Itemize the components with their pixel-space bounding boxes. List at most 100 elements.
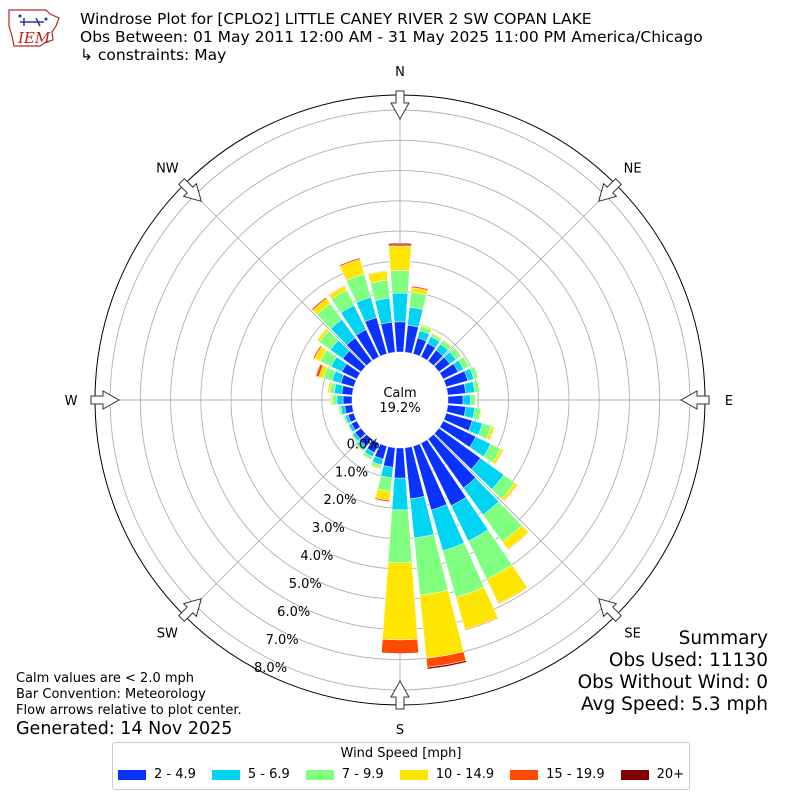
radial-tick-label: 1.0%	[335, 465, 368, 480]
flow-arrow-icon	[390, 679, 410, 710]
flow-arrow-shape	[390, 90, 410, 121]
wind-bar-segment	[391, 477, 409, 511]
compass-label-e: E	[725, 394, 733, 409]
wind-bar-segment	[391, 292, 409, 323]
flow-arrow-shape	[597, 177, 623, 203]
grid-spoke	[399, 184, 616, 401]
wind-bar-segment	[470, 394, 476, 406]
wind-bar-segment	[477, 379, 481, 393]
compass-label-s: S	[396, 723, 404, 738]
chart-period: Obs Between: 01 May 2011 12:00 AM - 31 M…	[80, 28, 703, 46]
wind-bar-segment	[328, 285, 346, 296]
wind-bar-segment	[382, 562, 418, 641]
legend-label: 2 - 4.9	[153, 767, 196, 782]
wind-bar-segment	[342, 415, 347, 425]
wind-bar-segment	[409, 291, 427, 310]
compass-label-se: SE	[624, 627, 640, 642]
legend-swatch	[620, 769, 649, 780]
wind-bar-segment	[332, 394, 338, 406]
legend-item: 10 - 14.9	[399, 767, 494, 782]
wind-bar-segment	[394, 447, 406, 479]
wind-bar-segment	[362, 454, 372, 461]
wind-bar-segment	[464, 617, 499, 631]
radial-tick-label: 6.0%	[277, 605, 310, 620]
wind-bar-segment	[387, 509, 413, 564]
flow-arrow-icon	[90, 390, 121, 410]
flow-arrow-icon	[390, 90, 410, 121]
bar-convention-note: Bar Convention: Meteorology	[16, 687, 206, 702]
wind-bar-segment	[478, 407, 483, 421]
legend-items: 2 - 4.9 5 - 6.9 7 - 9.9 10 - 14.9 15 - 19.9 2…	[113, 767, 689, 782]
wind-bar-segment	[377, 475, 393, 492]
wind-bar-segment	[431, 332, 443, 340]
grid-spoke	[399, 399, 616, 616]
flow-arrow-icon	[597, 177, 623, 203]
wind-bar-segment	[341, 385, 354, 396]
wind-bar-segment	[355, 444, 364, 453]
wind-bar-segment	[474, 394, 477, 406]
wind-bar-segment	[390, 270, 410, 294]
radial-tick-label: 4.0%	[300, 549, 333, 564]
wind-bar-segment	[462, 394, 471, 406]
wind-bar-segment	[442, 339, 453, 348]
wind-bar-segment	[498, 586, 528, 605]
logo-text: IEM	[17, 29, 51, 47]
wind-bar-segment	[311, 296, 328, 311]
wind-bar-segment	[411, 285, 429, 291]
wind-bar-segment	[488, 426, 496, 441]
wind-bar-segment	[327, 381, 332, 394]
grid-spoke	[184, 184, 401, 401]
chart-title: Windrose Plot for [CPLO2] LITTLE CANEY R…	[80, 10, 592, 28]
compass-label-ne: NE	[624, 161, 642, 176]
calm-circle	[352, 352, 448, 448]
title-block: Windrose Plot for [CPLO2] LITTLE CANEY R…	[80, 10, 703, 64]
calm-value: 19.2%	[379, 401, 420, 416]
legend-label: 15 - 19.9	[546, 767, 605, 782]
summary-heading: Summary	[678, 628, 768, 649]
compass-label-nw: NW	[156, 161, 179, 176]
flow-arrow-icon	[597, 597, 623, 623]
wind-bar-segment	[339, 257, 361, 267]
flow-arrow-shape	[177, 177, 203, 203]
legend-label: 7 - 9.9	[341, 767, 384, 782]
radial-tick-label: 0.0%	[347, 437, 380, 452]
wind-bar-segment	[380, 465, 394, 479]
radial-tick-label: 7.0%	[266, 633, 299, 648]
bars-layer	[311, 242, 530, 670]
compass-label-w: W	[65, 394, 78, 409]
legend-swatch	[399, 769, 428, 780]
wind-bar-segment	[420, 324, 433, 331]
calm-note: Calm values are < 2.0 mph	[16, 671, 195, 686]
wind-bar-segment	[312, 345, 322, 360]
legend-item: 15 - 19.9	[510, 767, 605, 782]
flow-arrow-icon	[177, 597, 203, 623]
wind-bar-segment	[494, 449, 504, 466]
wind-bar-segment	[374, 497, 391, 503]
compass-label-sw: SW	[157, 627, 178, 642]
flow-arrow-shape	[679, 390, 710, 410]
summary-panel: Summary Obs Used: 11130 Obs Without Wind…	[578, 628, 768, 716]
wind-bar-segment	[346, 424, 353, 434]
legend-swatch	[211, 769, 240, 780]
wind-bar-segment	[337, 405, 341, 416]
calm-label: Calm	[383, 386, 416, 401]
wind-bar-segment	[342, 395, 353, 405]
iem-logo: IEM	[8, 9, 60, 47]
legend-item: 2 - 4.9	[117, 767, 196, 782]
obs-without-wind: Obs Without Wind: 0	[577, 672, 768, 693]
wind-bar-segment	[381, 639, 419, 654]
obs-used: Obs Used: 11130	[608, 650, 768, 671]
radial-tick-label: 8.0%	[254, 661, 287, 676]
legend: Wind Speed [mph] 2 - 4.9 5 - 6.9 7 - 9.9 10…	[112, 742, 690, 790]
wind-bar-segment	[388, 245, 412, 271]
legend-title: Wind Speed [mph]	[340, 746, 462, 761]
radial-tick-label: 2.0%	[323, 493, 356, 508]
wind-bar-segment	[370, 279, 390, 302]
flow-arrow-shape	[390, 679, 410, 710]
legend-label: 20+	[656, 767, 685, 782]
wind-bar-segment	[367, 270, 388, 275]
wind-bar-segment	[463, 356, 470, 367]
chart-constraints: ↳ constraints: May	[80, 46, 227, 64]
